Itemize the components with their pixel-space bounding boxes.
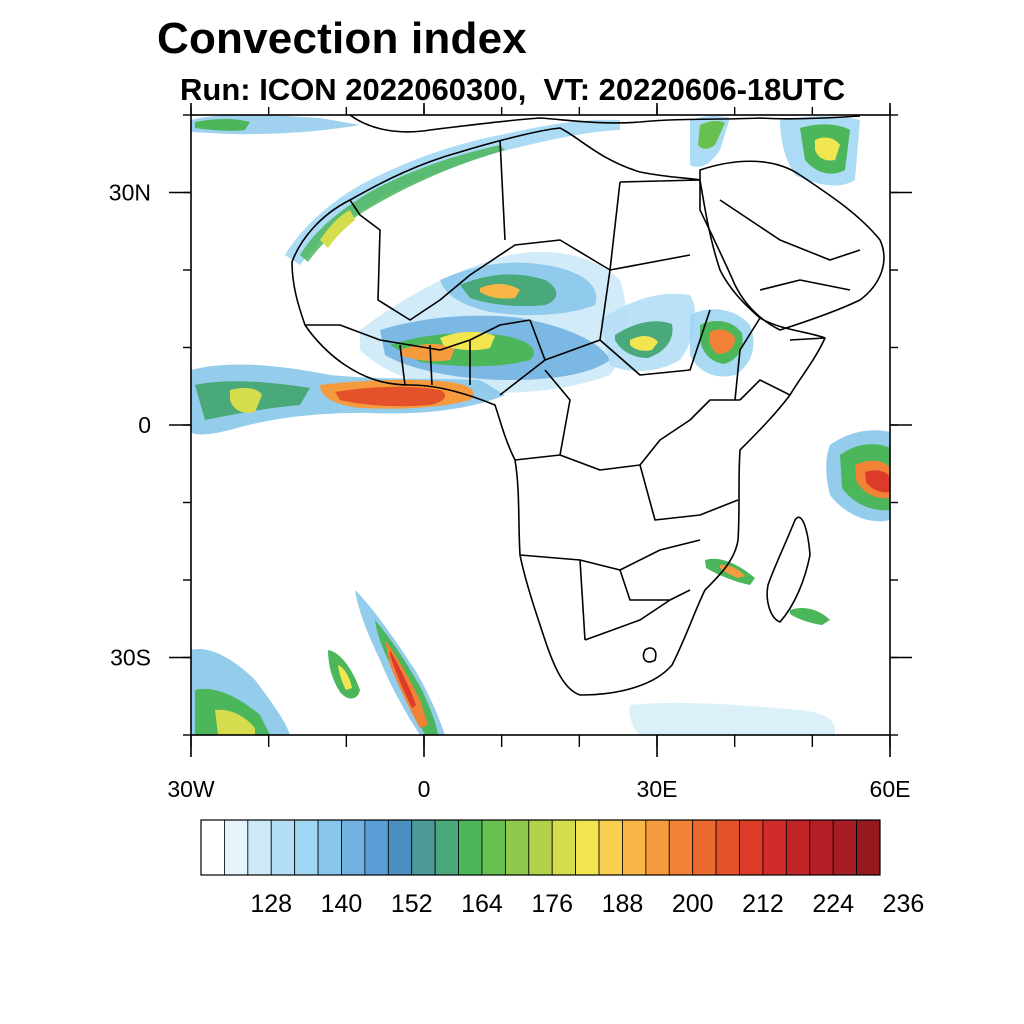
- colorbar-swatch: [715, 819, 740, 876]
- borders-north: [349, 139, 701, 321]
- colorbar-swatch: [668, 819, 694, 876]
- map-subtitle: Run: ICON 2022060300, VT: 20220606-18UTC: [180, 72, 846, 107]
- colorbar-swatch: [411, 819, 436, 876]
- colorbar-swatch: [785, 819, 811, 876]
- colorbar-swatch: [575, 819, 600, 876]
- colorbar-swatch: [692, 819, 717, 876]
- colorbar-label: 224: [812, 890, 854, 918]
- borders-west: [305, 319, 546, 396]
- colorbar-swatch: [364, 819, 389, 876]
- colorbar-label: 140: [321, 890, 363, 918]
- colorbar-swatch: [762, 819, 787, 876]
- colorbar-swatch: [294, 819, 319, 876]
- colorbar-swatch: [458, 819, 483, 876]
- map-axes: 30W 0 30E 60E 30N 0 30S: [109, 103, 912, 802]
- y-tick-label: 0: [138, 412, 151, 438]
- colorbar-swatch: [200, 819, 225, 876]
- colorbar-swatch: [224, 819, 249, 876]
- colorbar-swatch: [645, 819, 670, 876]
- borders-horn: [734, 317, 826, 401]
- map-title: Convection index: [157, 14, 527, 63]
- colorbar-swatch: [434, 819, 459, 876]
- colorbar-frame: [200, 819, 881, 876]
- x-tick-label: 30W: [167, 776, 215, 802]
- x-tick-label: 60E: [870, 776, 911, 802]
- y-tick-label: 30N: [109, 180, 151, 206]
- colorbar-swatch: [270, 819, 296, 876]
- colorbar-label: 128: [250, 890, 292, 918]
- madagascar-coastline: [766, 516, 811, 623]
- coastline-and-borders: [291, 115, 885, 696]
- convection-field: [191, 115, 890, 735]
- y-tick-label: 30S: [110, 645, 151, 671]
- colorbar-label: 188: [602, 890, 644, 918]
- colorbar-swatch: [598, 819, 623, 876]
- colorbar-label: 176: [531, 890, 573, 918]
- colorbar-swatch: [832, 819, 857, 876]
- colorbar-label: 200: [672, 890, 714, 918]
- colorbar-swatch: [622, 819, 647, 876]
- europe-coastline: [349, 115, 861, 133]
- x-tick-label: 30E: [637, 776, 678, 802]
- borders-south: [519, 539, 701, 663]
- colorbar-swatch: [809, 819, 834, 876]
- map-frame: [190, 114, 891, 736]
- colorbar-swatch: [341, 819, 366, 876]
- colorbar-swatch: [504, 819, 530, 876]
- colorbar-swatch: [856, 819, 881, 876]
- borders-central: [514, 269, 740, 521]
- colorbar-swatch: [387, 819, 413, 876]
- colorbar-swatch: [551, 819, 577, 876]
- colorbar-label: 212: [742, 890, 784, 918]
- colorbar-label: 164: [461, 890, 503, 918]
- colorbar-swatch: [739, 819, 764, 876]
- colorbar-swatch: [528, 819, 553, 876]
- africa-coastline: [291, 127, 826, 696]
- colorbar: 128 140 152 164 176 188 200 212 224 236: [200, 819, 925, 918]
- arabia-borders: [719, 199, 861, 291]
- colorbar-label: 152: [391, 890, 433, 918]
- arabia-coastline: [699, 160, 885, 331]
- colorbar-swatch: [317, 819, 342, 876]
- colorbar-label: 236: [883, 890, 925, 918]
- colorbar-swatch: [247, 819, 272, 876]
- x-tick-label: 0: [418, 776, 431, 802]
- colorbar-swatch: [481, 819, 506, 876]
